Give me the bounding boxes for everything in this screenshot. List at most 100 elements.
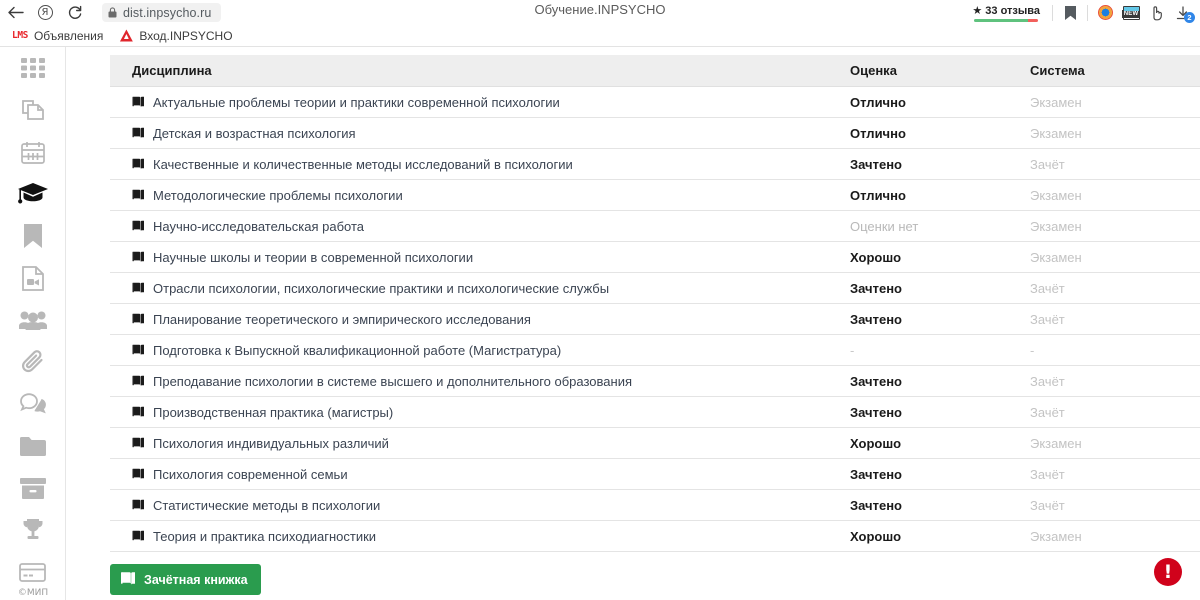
discipline-label: Психология современной семьи xyxy=(153,466,348,482)
table-row[interactable]: Преподавание психологии в системе высшег… xyxy=(110,365,1200,397)
system-value: - xyxy=(1030,342,1035,358)
table-row[interactable]: Научные школы и теории в современной пси… xyxy=(110,241,1200,273)
bookmark-item-login[interactable]: Вход.INPSYCHO xyxy=(111,26,240,46)
system-value: Экзамен xyxy=(1030,187,1082,203)
mip-triangle-icon xyxy=(119,29,133,42)
cell-system: Экзамен xyxy=(1030,241,1200,273)
book-icon xyxy=(132,220,145,232)
downloads-icon[interactable]: 2 xyxy=(1170,2,1196,24)
sidebar-item-attachments[interactable] xyxy=(0,341,65,383)
sidebar-item-chat[interactable] xyxy=(0,383,65,425)
bookmark-item-announcements[interactable]: LMS Объявления xyxy=(4,26,111,46)
table-row[interactable]: Детская и возрастная психология Отлично Эк… xyxy=(110,117,1200,149)
sidebar-copyright: ©МИП xyxy=(17,588,49,598)
discipline-cell-content: Планирование теоретического и эмпирическ… xyxy=(110,312,850,327)
system-value: Экзамен xyxy=(1030,528,1082,544)
cell-discipline[interactable]: Преподавание психологии в системе высшег… xyxy=(110,365,850,397)
back-arrow-icon[interactable] xyxy=(0,2,30,24)
toolbar-divider-1 xyxy=(1052,4,1053,21)
address-bar[interactable]: dist.inpsycho.ru xyxy=(102,3,222,22)
cell-mark: Зачтено xyxy=(850,396,1030,428)
site-rating-widget[interactable]: ★ 33 отзыва xyxy=(964,2,1048,24)
calendar-icon xyxy=(20,141,45,164)
book-icon xyxy=(132,127,145,139)
address-bar-url: dist.inpsycho.ru xyxy=(123,5,212,20)
cell-discipline[interactable]: Актуальные проблемы теории и практики со… xyxy=(110,86,850,118)
cell-discipline[interactable]: Психология современной семьи xyxy=(110,458,850,490)
table-row[interactable]: Актуальные проблемы теории и практики со… xyxy=(110,86,1200,118)
grades-table: Дисциплина Оценка Система Актуальные про… xyxy=(110,55,1200,552)
discipline-label: Актуальные проблемы теории и практики со… xyxy=(153,94,560,110)
cell-discipline[interactable]: Качественные и количественные методы исс… xyxy=(110,148,850,180)
cell-discipline[interactable]: Детская и возрастная психология xyxy=(110,117,850,149)
sidebar-item-videos[interactable] xyxy=(0,257,65,299)
mark-value: Зачтено xyxy=(850,156,902,172)
extension-circle-icon[interactable] xyxy=(1092,2,1118,24)
book-icon xyxy=(121,571,136,588)
cell-discipline[interactable]: Статистические методы в психологии xyxy=(110,489,850,521)
browser-chrome: Я dist.inpsycho.ru Обучение.INPSYCHO xyxy=(0,0,1200,47)
discipline-cell-content: Преподавание психологии в системе высшег… xyxy=(110,374,850,389)
sidebar-item-education[interactable] xyxy=(0,173,65,215)
discipline-cell-content: Производственная практика (магистры) xyxy=(110,405,850,420)
book-icon xyxy=(132,344,145,356)
cell-discipline[interactable]: Производственная практика (магистры) xyxy=(110,396,850,428)
table-row[interactable]: Подготовка к Выпускной квалификационной … xyxy=(110,334,1200,366)
cell-discipline[interactable]: Методологические проблемы психологии xyxy=(110,179,850,211)
table-row[interactable]: Производственная практика (магистры) Зачт… xyxy=(110,396,1200,428)
sidebar-item-calendar[interactable] xyxy=(0,131,65,173)
sidebar-item-apps[interactable] xyxy=(0,47,65,89)
sidebar-item-people[interactable] xyxy=(0,299,65,341)
table-row[interactable]: Методологические проблемы психологии Отли… xyxy=(110,179,1200,211)
cell-discipline[interactable]: Планирование теоретического и эмпирическ… xyxy=(110,303,850,335)
cell-system: Экзамен xyxy=(1030,427,1200,459)
sidebar-item-bookmarks[interactable] xyxy=(0,215,65,257)
cell-discipline[interactable]: Психология индивидуальных различий xyxy=(110,427,850,459)
table-row[interactable]: Отрасли психологии, психологические прак… xyxy=(110,272,1200,304)
system-value: Зачёт xyxy=(1030,311,1065,327)
book-icon xyxy=(132,530,145,542)
cell-mark: Отлично xyxy=(850,179,1030,211)
book-icon xyxy=(132,158,145,170)
table-row[interactable]: Научно-исследовательская работа Оценки не… xyxy=(110,210,1200,242)
sidebar-item-payments[interactable] xyxy=(0,551,65,593)
table-row[interactable]: Психология индивидуальных различий Хорошо… xyxy=(110,427,1200,459)
bookmark-flag-icon[interactable] xyxy=(1057,2,1083,24)
table-row[interactable]: Статистические методы в психологии Зачтен… xyxy=(110,489,1200,521)
yandex-badge-icon[interactable]: Я xyxy=(30,2,60,24)
table-row[interactable]: Качественные и количественные методы исс… xyxy=(110,148,1200,180)
cell-system: Зачёт xyxy=(1030,458,1200,490)
trophy-icon xyxy=(21,518,45,542)
system-value: Зачёт xyxy=(1030,156,1065,172)
record-book-button[interactable]: Зачётная книжка xyxy=(110,564,261,595)
table-row[interactable]: Теория и практика психодиагностики Хорошо… xyxy=(110,520,1200,552)
discipline-cell-content: Подготовка к Выпускной квалификационной … xyxy=(110,343,850,358)
new-feature-icon[interactable]: NEW xyxy=(1118,2,1144,24)
reload-icon[interactable] xyxy=(60,2,90,24)
hand-pointer-icon[interactable] xyxy=(1144,2,1170,24)
table-row[interactable]: Психология современной семьи Зачтено Зачёт xyxy=(110,458,1200,490)
table-row[interactable]: Планирование теоретического и эмпирическ… xyxy=(110,303,1200,335)
sidebar-item-documents[interactable] xyxy=(0,89,65,131)
mark-value: Зачтено xyxy=(850,466,902,482)
documents-icon xyxy=(21,98,45,122)
alert-badge[interactable]: ! xyxy=(1154,558,1182,586)
cell-discipline[interactable]: Научно-исследовательская работа xyxy=(110,210,850,242)
system-value: Экзамен xyxy=(1030,249,1082,265)
sidebar-item-files[interactable] xyxy=(0,425,65,467)
browser-toolbar: Я dist.inpsycho.ru Обучение.INPSYCHO xyxy=(0,0,1200,25)
mark-value: Зачтено xyxy=(850,497,902,513)
site-rating-bar xyxy=(974,18,1039,22)
sidebar-item-achievements[interactable] xyxy=(0,509,65,551)
cell-discipline[interactable]: Отрасли психологии, психологические прак… xyxy=(110,272,850,304)
cell-mark: Отлично xyxy=(850,86,1030,118)
discipline-label: Отрасли психологии, психологические прак… xyxy=(153,280,610,296)
toolbar-right-group: ★ 33 отзыва NEW xyxy=(964,0,1196,25)
cell-system: Экзамен xyxy=(1030,179,1200,211)
cell-discipline[interactable]: Теория и практика психодиагностики xyxy=(110,520,850,552)
sidebar-item-archive[interactable] xyxy=(0,467,65,509)
cell-discipline[interactable]: Подготовка к Выпускной квалификационной … xyxy=(110,334,850,366)
discipline-cell-content: Научно-исследовательская работа xyxy=(110,219,850,234)
cell-discipline[interactable]: Научные школы и теории в современной пси… xyxy=(110,241,850,273)
